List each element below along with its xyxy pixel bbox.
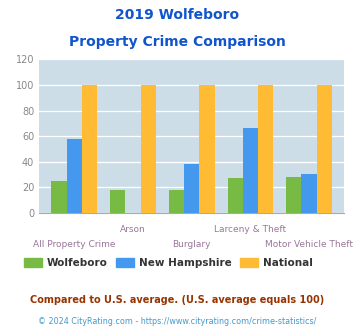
Bar	[141, 85, 156, 213]
Bar	[200, 85, 214, 213]
Text: All Property Crime: All Property Crime	[33, 241, 115, 249]
Text: Burglary: Burglary	[173, 241, 211, 249]
Bar	[110, 190, 125, 213]
Bar	[286, 177, 301, 213]
Bar	[82, 85, 97, 213]
Bar	[243, 128, 258, 213]
Bar	[169, 190, 184, 213]
Bar	[301, 175, 317, 213]
Text: Motor Vehicle Theft: Motor Vehicle Theft	[265, 241, 353, 249]
Bar	[317, 85, 332, 213]
Text: © 2024 CityRating.com - https://www.cityrating.com/crime-statistics/: © 2024 CityRating.com - https://www.city…	[38, 317, 317, 326]
Bar	[67, 139, 82, 213]
Bar	[258, 85, 273, 213]
Text: Compared to U.S. average. (U.S. average equals 100): Compared to U.S. average. (U.S. average …	[31, 295, 324, 305]
Text: Larceny & Theft: Larceny & Theft	[214, 225, 286, 234]
Text: Arson: Arson	[120, 225, 146, 234]
Legend: Wolfeboro, New Hampshire, National: Wolfeboro, New Hampshire, National	[20, 253, 317, 272]
Text: Property Crime Comparison: Property Crime Comparison	[69, 35, 286, 49]
Bar	[51, 181, 67, 213]
Text: 2019 Wolfeboro: 2019 Wolfeboro	[115, 8, 240, 22]
Bar	[228, 178, 243, 213]
Bar	[184, 164, 200, 213]
